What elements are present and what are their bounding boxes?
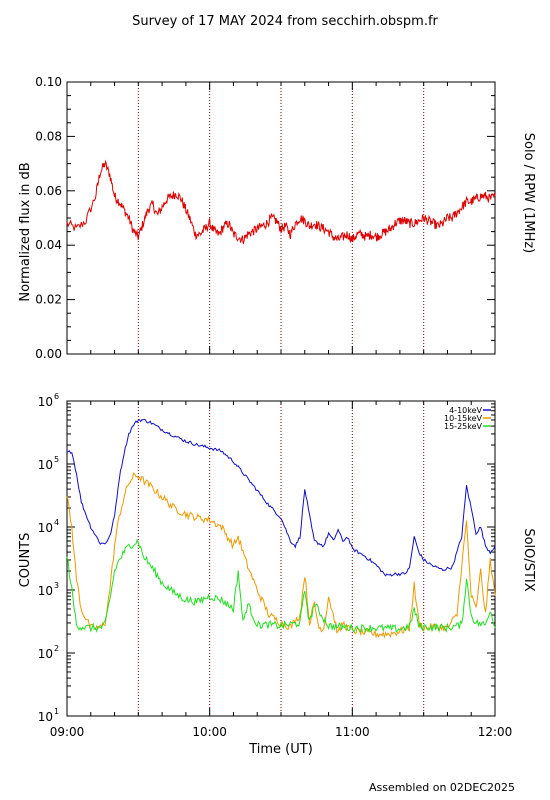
- stix-y-tick-exponent: 1: [54, 707, 59, 716]
- rpw-series-group: [66, 159, 496, 245]
- legend-label: 15-25keV: [444, 422, 483, 431]
- x-tick-label: 10:00: [192, 725, 227, 739]
- rpw-y-axis-label: Normalized flux in dB: [18, 162, 33, 301]
- assembled-note: Assembled on 02DEC2025: [369, 781, 515, 794]
- stix-y-axis-label: COUNTS: [18, 533, 33, 588]
- rpw-flux-panel: 0.00 0.02 0.04 0.06 0.08 0.10 Normalized flux…: [18, 75, 536, 361]
- stix-series-group: [66, 418, 496, 639]
- rpw-y-tick-label: 0.10: [35, 75, 62, 89]
- stix-y-tick-exponent: 2: [54, 644, 59, 653]
- x-tick-label: 12:00: [478, 725, 513, 739]
- stix-instrument-label: SolO/STIX: [521, 528, 536, 591]
- stix-y-tick-base: 10: [38, 458, 53, 472]
- stix-y-tick-base: 10: [38, 710, 53, 724]
- legend-label: 10-15keV: [444, 414, 483, 423]
- stix-x-axis: 09:00 10:00 11:00 12:00: [50, 401, 513, 739]
- rpw-y-tick-label: 0.00: [35, 347, 62, 361]
- stix-y-tick-base: 10: [38, 521, 53, 535]
- legend-label: 4-10keV: [449, 406, 482, 415]
- rpw-y-tick-label: 0.04: [35, 238, 62, 252]
- rpw-instrument-label: Solo / RPW (1MHz): [521, 133, 536, 254]
- stix-series-line-10-15keV: [66, 472, 496, 639]
- x-tick-label: 11:00: [335, 725, 370, 739]
- stix-series-line-4-10keV: [66, 418, 496, 577]
- rpw-flux-series-line: [66, 159, 496, 245]
- rpw-vertical-gridlines: [137, 82, 425, 354]
- stix-y-tick-exponent: 4: [54, 518, 59, 527]
- stix-y-tick-exponent: 6: [54, 392, 59, 401]
- stix-y-tick-base: 10: [38, 647, 53, 661]
- x-tick-label: 09:00: [50, 725, 85, 739]
- stix-y-tick-exponent: 3: [54, 581, 59, 590]
- rpw-x-axis: [66, 82, 496, 354]
- rpw-y-tick-label: 0.02: [35, 293, 62, 307]
- figure-title: Survey of 17 MAY 2024 from secchirh.obsp…: [132, 14, 438, 29]
- stix-y-tick-exponent: 5: [54, 455, 59, 464]
- stix-y-tick-base: 10: [38, 584, 53, 598]
- stix-vertical-gridlines: [137, 401, 425, 716]
- x-axis-title: Time (UT): [248, 742, 313, 757]
- rpw-y-tick-label: 0.06: [35, 184, 62, 198]
- stix-y-tick-base: 10: [38, 395, 53, 409]
- rpw-y-tick-label: 0.08: [35, 129, 62, 143]
- stix-series-line-15-25keV: [66, 538, 496, 634]
- rpw-y-axis: 0.00 0.02 0.04 0.06 0.08 0.10: [35, 75, 495, 361]
